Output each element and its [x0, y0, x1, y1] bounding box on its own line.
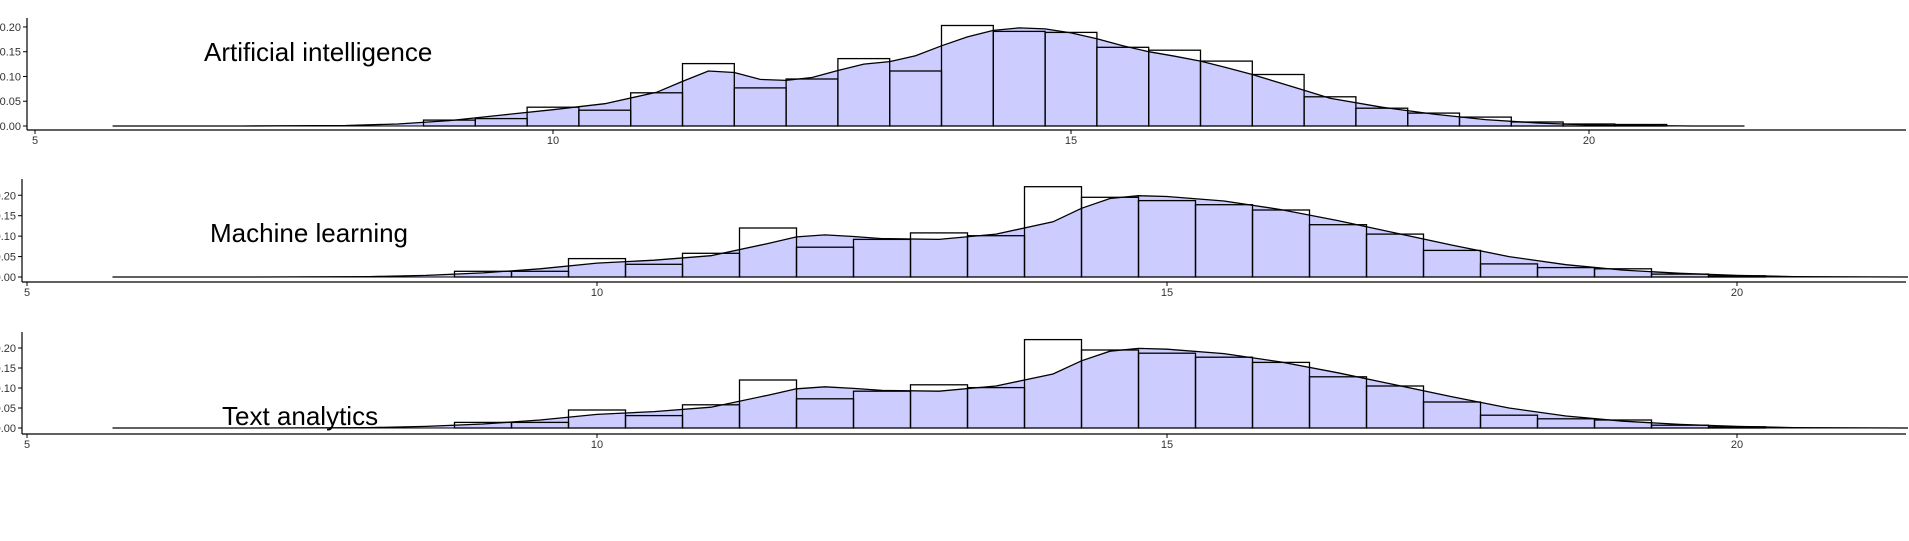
x-tick-label: 20: [1583, 135, 1595, 147]
panel-title: Machine learning: [210, 218, 408, 248]
y-tick-label: 0.15: [0, 211, 16, 223]
x-tick-label: 20: [1731, 439, 1743, 451]
x-tick-label: 10: [547, 135, 559, 147]
y-tick-label: 0.00: [0, 272, 16, 284]
density-area: [112, 27, 1745, 126]
density-curve: [112, 195, 1909, 278]
x-tick-label: 10: [591, 287, 603, 299]
y-tick-label: 0.05: [0, 403, 16, 415]
y-tick-label: 0.00: [0, 423, 16, 435]
panel-title: Artificial intelligence: [204, 37, 432, 67]
x-tick-label: 15: [1161, 287, 1173, 299]
y-tick-label: 0.20: [0, 22, 21, 34]
panel-title: Text analytics: [222, 401, 378, 431]
x-tick-label: 20: [1731, 287, 1743, 299]
y-tick-label: 0.15: [0, 47, 21, 59]
y-tick-label: 0.15: [0, 363, 16, 375]
y-tick-label: 0.05: [0, 252, 16, 264]
density-curve: [112, 27, 1745, 127]
y-tick-label: 0.00: [0, 121, 21, 133]
y-tick-label: 0.10: [0, 231, 16, 243]
y-tick-label: 0.20: [0, 343, 16, 355]
x-tick-label: 5: [24, 439, 30, 451]
density-curve: [112, 347, 1909, 429]
y-tick-label: 0.05: [0, 96, 21, 108]
y-tick-label: 0.10: [0, 71, 21, 83]
x-tick-label: 5: [24, 287, 30, 299]
x-tick-label: 5: [32, 135, 38, 147]
y-tick-label: 0.20: [0, 190, 16, 202]
panel-machine-learning: 0.00 0.05 0.10 0.15 0.20 5 10 15 20 Machine learn…: [0, 179, 1909, 299]
x-tick-label: 10: [591, 439, 603, 451]
panel-artificial-intelligence: 0.00 0.05 0.10 0.15 0.20 5 10 15 20 Artificial in…: [0, 18, 1906, 147]
x-tick-label: 15: [1065, 135, 1077, 147]
x-tick-label: 15: [1161, 439, 1173, 451]
y-tick-label: 0.10: [0, 383, 16, 395]
panel-text-analytics: 0.00 0.05 0.10 0.15 0.20 5 10 15 20 Text analytic…: [0, 332, 1909, 451]
density-area: [112, 195, 1908, 277]
